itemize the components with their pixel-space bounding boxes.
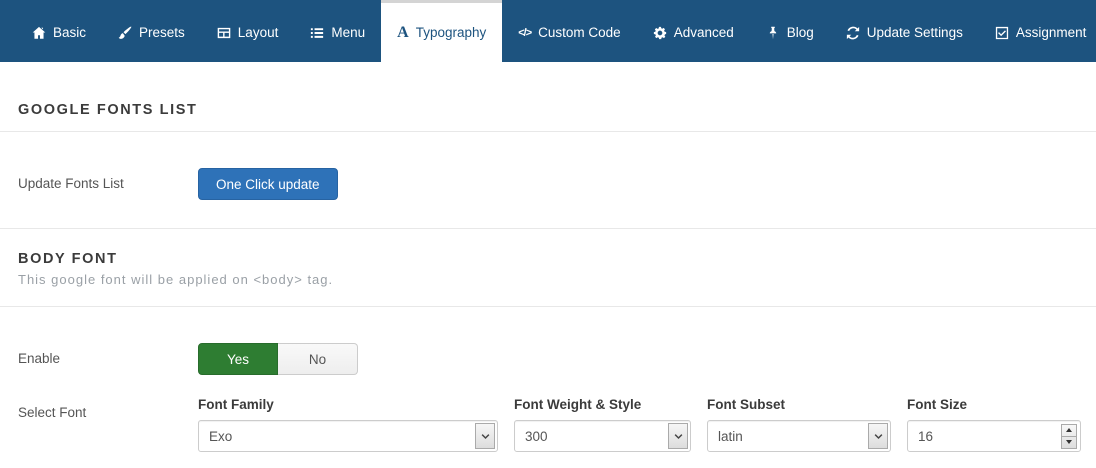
- chevron-down-icon: [868, 423, 888, 449]
- body-font-subtitle: This google font will be applied on <bod…: [18, 272, 334, 287]
- font-subset-field: Font Subset latin: [707, 397, 891, 452]
- menu-list-icon: [310, 26, 324, 40]
- tab-basic[interactable]: Basic: [16, 0, 102, 62]
- spinner-up-icon[interactable]: [1062, 425, 1076, 437]
- enable-row: Enable Yes No: [0, 343, 1096, 375]
- check-square-icon: [995, 26, 1009, 40]
- code-icon: </>: [518, 26, 532, 39]
- body-font-section-header: BODY FONT This google font will be appli…: [0, 229, 1096, 306]
- home-icon: [32, 26, 46, 40]
- font-family-value: Exo: [209, 428, 233, 444]
- tab-label: Layout: [237, 25, 279, 40]
- tab-label: Advanced: [673, 25, 734, 40]
- tab-custom-code[interactable]: </> Custom Code: [502, 0, 636, 62]
- tab-menu[interactable]: Menu: [294, 0, 381, 62]
- tab-label: Menu: [331, 25, 366, 40]
- font-weight-select[interactable]: 300: [514, 420, 691, 452]
- divider: [0, 228, 1096, 229]
- update-fonts-label: Update Fonts List: [18, 176, 124, 191]
- tab-advanced[interactable]: Advanced: [637, 0, 750, 62]
- one-click-update-button[interactable]: One Click update: [198, 168, 338, 200]
- enable-label: Enable: [18, 351, 61, 366]
- update-fonts-row: Update Fonts List One Click update: [0, 168, 1096, 200]
- tab-typography[interactable]: A Typography: [381, 0, 503, 62]
- section-title-body-font: BODY FONT: [18, 251, 118, 267]
- tab-assignment[interactable]: Assignment: [979, 0, 1096, 62]
- font-subset-select[interactable]: latin: [707, 420, 891, 452]
- tab-label: Basic: [53, 25, 87, 40]
- enable-toggle: Yes No: [198, 343, 358, 375]
- paint-brush-icon: [118, 26, 132, 40]
- layout-icon: [217, 26, 231, 40]
- font-family-select[interactable]: Exo: [198, 420, 498, 452]
- font-size-input[interactable]: 16: [907, 420, 1081, 452]
- tab-label: Assignment: [1015, 25, 1087, 40]
- font-family-field: Font Family Exo: [198, 397, 498, 452]
- tab-label: Blog: [786, 25, 814, 40]
- select-font-row: Select Font Font Family Exo Font Weight …: [0, 397, 1096, 452]
- typography-a-icon: A: [397, 23, 409, 41]
- thumbtack-icon: [766, 26, 780, 40]
- section-title-google-fonts: GOOGLE FONTS LIST: [18, 102, 198, 118]
- font-fields: Font Family Exo Font Weight & Style 300: [198, 397, 1081, 452]
- refresh-icon: [846, 26, 860, 40]
- font-subset-value: latin: [718, 428, 743, 444]
- font-size-field: Font Size 16: [907, 397, 1081, 452]
- gear-icon: [653, 26, 667, 40]
- tab-layout[interactable]: Layout: [201, 0, 295, 62]
- chevron-down-icon: [475, 423, 495, 449]
- tab-label: Update Settings: [866, 25, 963, 40]
- tab-label: Presets: [139, 25, 185, 40]
- font-weight-label: Font Weight & Style: [514, 397, 642, 412]
- tab-update-settings[interactable]: Update Settings: [830, 0, 979, 62]
- google-fonts-section-header: GOOGLE FONTS LIST: [0, 62, 1096, 131]
- chevron-down-icon: [668, 423, 688, 449]
- font-size-value: 16: [918, 428, 934, 444]
- number-spinner[interactable]: [1061, 423, 1077, 449]
- spinner-down-icon[interactable]: [1062, 437, 1076, 448]
- divider: [0, 306, 1096, 307]
- settings-tab-bar: Basic Presets Layout Menu A Typography <: [0, 0, 1096, 62]
- font-subset-label: Font Subset: [707, 397, 785, 412]
- enable-no-button[interactable]: No: [278, 343, 358, 375]
- font-weight-field: Font Weight & Style 300: [514, 397, 691, 452]
- font-family-label: Font Family: [198, 397, 274, 412]
- tab-label: Typography: [415, 25, 487, 40]
- tab-label: Custom Code: [538, 25, 621, 40]
- enable-yes-button[interactable]: Yes: [198, 343, 278, 375]
- tab-presets[interactable]: Presets: [102, 0, 201, 62]
- divider: [0, 131, 1096, 132]
- font-weight-value: 300: [525, 428, 548, 444]
- font-size-label: Font Size: [907, 397, 967, 412]
- tab-blog[interactable]: Blog: [750, 0, 830, 62]
- select-font-label: Select Font: [18, 405, 87, 420]
